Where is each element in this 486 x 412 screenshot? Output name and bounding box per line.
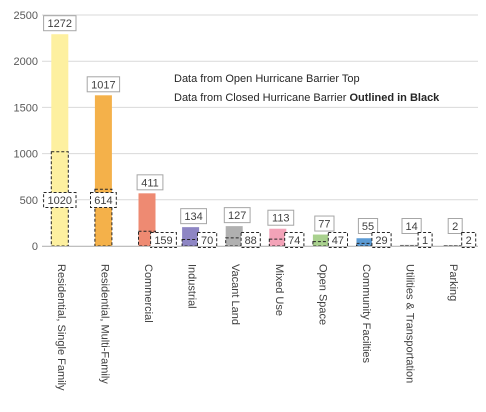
bars [50,34,462,247]
data-label-open-text: 113 [272,213,290,225]
data-label-open-text: 134 [184,211,202,223]
x-tick-label: Vacant Land [229,264,241,325]
data-label-open-box [401,218,422,234]
data-label-closed-box [461,232,477,248]
data-label-closed-box [43,192,77,208]
data-label-closed-text: 70 [201,235,213,247]
data-label-closed-text: 2 [466,235,472,247]
bar-open [225,226,243,246]
bar-open [400,244,418,246]
x-tick-label: Residential, Multi-Family [98,264,110,384]
annotation-text: Data from Closed Hurricane Barrier Outli… [174,92,440,104]
data-label-closed-box [284,232,305,248]
annotation-plain: Data from Closed Hurricane Barrier [174,92,349,104]
data-label-open-text: 77 [318,219,330,231]
data-label-closed-box [371,232,392,248]
data-label-closed-box [240,232,261,248]
data-label-open-text: 1272 [48,18,72,30]
data-label-closed-text: 1 [422,235,428,247]
data-label-closed: 88 [240,232,261,248]
y-tick-label: 1000 [14,149,38,161]
data-label-closed: 70 [197,232,218,248]
data-label-open-box [136,174,164,191]
data-label-closed-text: 1020 [48,195,72,207]
bar-closed [312,241,331,247]
data-label-open-box [86,76,121,93]
data-label-closed-box [197,232,218,248]
data-label-closed: 1020 [43,192,77,208]
bar-open [51,34,69,246]
bar-open [356,238,374,246]
annotations: Data from Open Hurricane Barrier Top Data… [174,73,440,104]
bar-open [94,95,112,247]
x-tick-label: Industrial [186,264,198,309]
data-label-open: 77 [314,215,335,232]
x-tick-label: Community Facilties [360,264,372,364]
data-label-open: 411 [136,174,164,191]
data-label-open-box [314,215,335,232]
data-label-open: 1272 [43,15,77,32]
data-label-open-box [223,207,251,224]
annotation-text: Data from Open Hurricane Barrier Top [174,73,360,85]
data-label-closed: 29 [371,232,392,248]
y-tick-label: 0 [32,241,38,253]
data-label-open-box [180,208,207,225]
data-label-open: 113 [267,209,295,226]
data-label-open: 2 [447,218,463,234]
y-axis: 0 500 1000 1500 2000 2500 [14,10,38,253]
data-label-closed-box [90,192,117,208]
data-label-closed-text: 47 [332,235,344,247]
data-label-closed: 614 [90,192,117,208]
annotation-plain: Data from Open Hurricane Barrier Top [174,73,360,85]
data-label-open-text: 411 [141,177,159,189]
data-label-open-box [43,15,77,32]
x-tick-label: Open Space [316,264,328,325]
x-axis: Residential, Single Family Residential, M… [42,246,478,391]
bar-open [312,234,330,246]
data-label-closed: 159 [150,232,177,248]
x-tick-label: Mixed Use [273,264,285,316]
data-label-open-box [267,209,295,226]
data-label-closed-text: 29 [375,235,387,247]
y-tick-label: 2000 [14,56,38,68]
data-label-closed-box [417,232,433,248]
data-label-open: 134 [180,208,207,225]
data-label-open: 55 [357,218,379,234]
data-label-closed-text: 159 [154,235,172,247]
data-label-closed-text: 614 [94,195,112,207]
data-label-open-text: 127 [228,210,246,222]
data-label-open: 127 [223,207,251,224]
data-label-open-text: 2 [452,221,458,233]
data-label-closed-box [327,232,348,248]
data-label-closed: 74 [284,232,305,248]
data-label-closed-text: 74 [288,235,300,247]
data-labels: 1272 1020 1017 614 411 159 134 70 127 88 113 74 7747… [43,15,477,248]
x-tick-label: Parking [447,264,459,301]
y-tick-label: 1500 [14,102,38,114]
x-tick-label: Commercial [142,264,154,323]
y-tick-label: 500 [20,195,38,207]
data-label-closed: 47 [327,232,348,248]
y-tick-label: 2500 [14,10,38,22]
data-label-open-box [357,218,379,234]
bar-open [269,228,287,246]
annotation-bold: Outlined in Black [349,92,440,104]
data-label-open: 14 [401,218,422,234]
x-tick-label: Utilities & Transportation [404,264,416,383]
data-label-open-text: 14 [405,221,417,233]
data-label-open-box [447,218,463,234]
data-label-closed: 2 [461,232,477,248]
data-label-open-text: 55 [362,221,374,233]
data-label-closed-text: 88 [245,235,257,247]
data-label-closed-box [150,232,177,248]
x-tick-label: Residential, Single Family [55,264,67,391]
data-label-open-text: 1017 [91,79,115,91]
data-label-open: 1017 [86,76,121,93]
data-label-closed: 1 [417,232,433,248]
bar-open [182,227,200,246]
